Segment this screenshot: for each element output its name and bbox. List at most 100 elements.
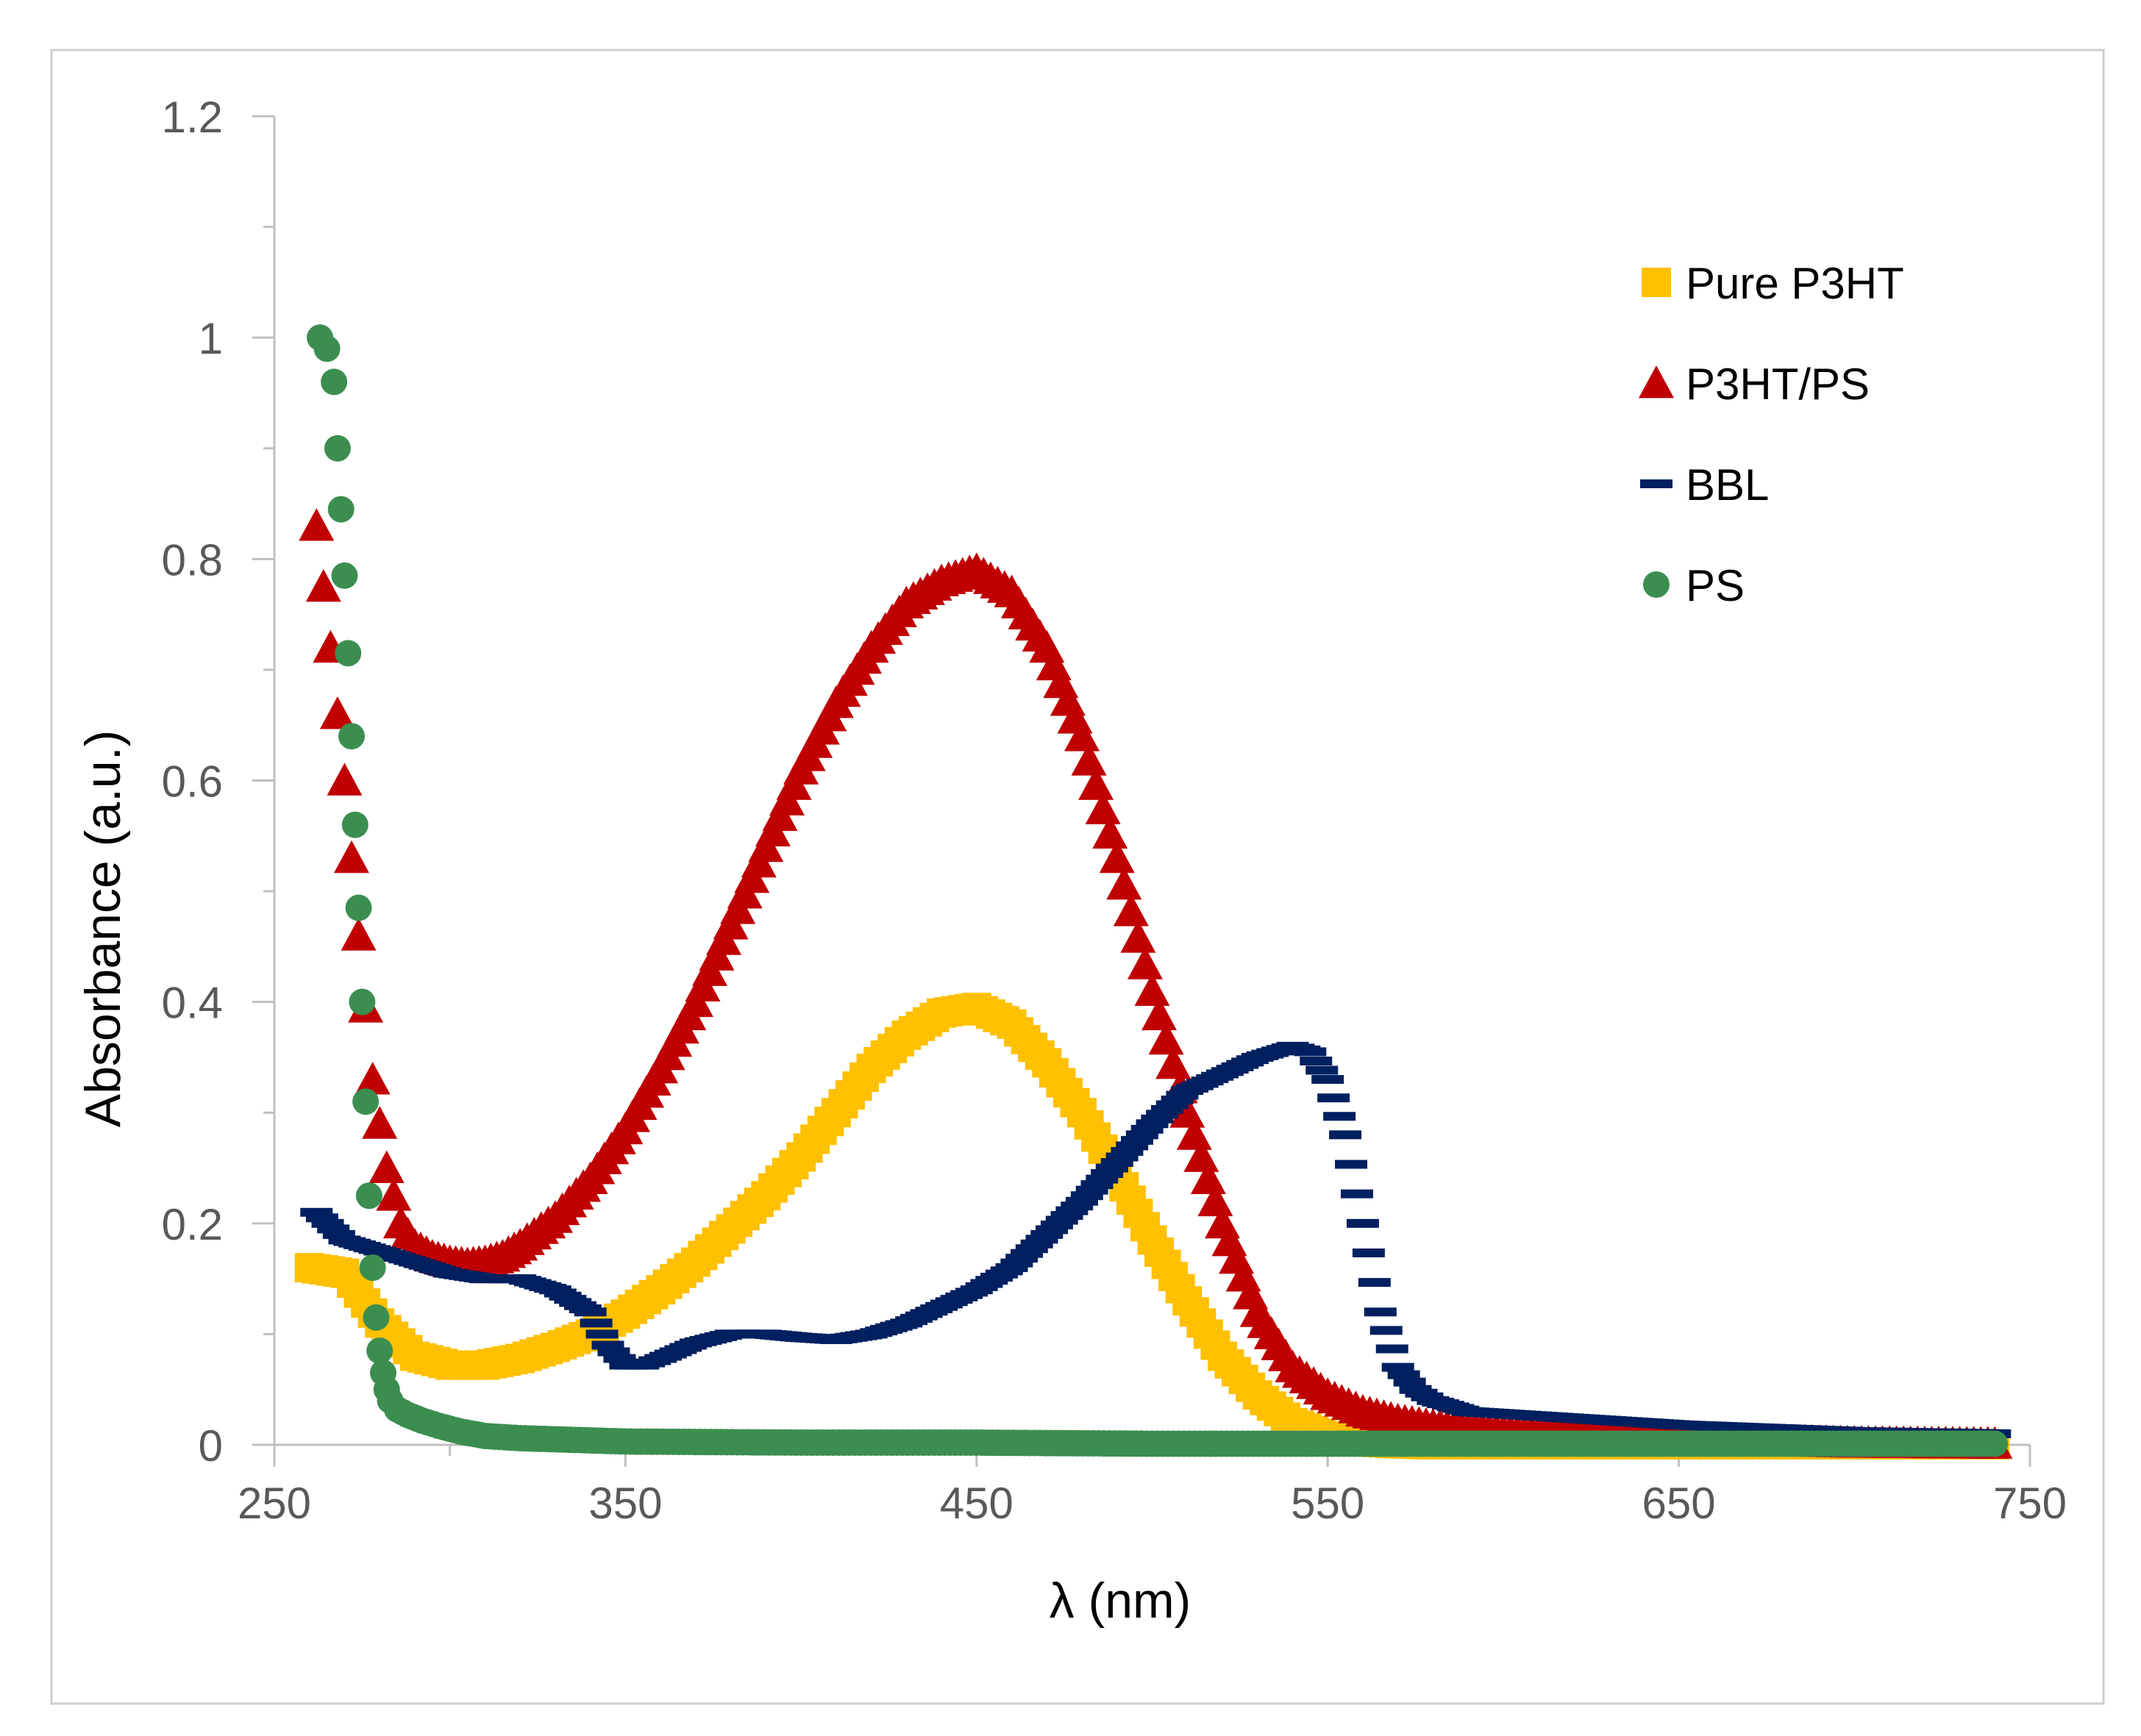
ps-point — [327, 496, 355, 523]
y-axis-label: Absorbance (a.u.) — [75, 730, 131, 1128]
p3ht-ps-point — [368, 1150, 405, 1183]
ps-point — [313, 335, 341, 362]
p3ht-ps-point — [1148, 1021, 1184, 1055]
x-tick-label: 750 — [1993, 1479, 2067, 1528]
p3ht-ps-point — [1120, 920, 1156, 953]
bbl-point — [1364, 1307, 1397, 1317]
bbl-point — [1329, 1130, 1362, 1140]
bbl-point — [580, 1318, 613, 1328]
bbl-point — [1393, 1377, 1426, 1387]
legend-item-p3ht-ps: P3HT/PS — [1639, 360, 1870, 409]
bbl-point — [1387, 1370, 1420, 1379]
legend-label-p3ht-ps: P3HT/PS — [1686, 360, 1870, 409]
ps-point — [366, 1337, 393, 1365]
p3ht-ps-point — [1113, 893, 1149, 926]
p3ht-ps-point — [362, 1106, 398, 1139]
p3ht-ps-point — [327, 762, 363, 796]
bbl-point — [1305, 1065, 1339, 1075]
p3ht-ps-point — [1127, 946, 1163, 979]
y-tick-label: 0.2 — [162, 1200, 223, 1249]
bbl-point — [597, 1347, 630, 1357]
ps-point — [345, 894, 372, 921]
bbl-point — [1346, 1218, 1379, 1228]
y-tick-label: 0.4 — [162, 979, 223, 1028]
legend-label-ps: PS — [1686, 561, 1745, 610]
y-tick-label: 1.2 — [162, 93, 223, 142]
bbl-point — [1340, 1189, 1373, 1199]
plot-series — [294, 324, 2013, 1460]
ps-point — [324, 435, 351, 462]
p3ht-ps-point — [1183, 1139, 1219, 1172]
x-tick-label: 450 — [940, 1479, 1013, 1528]
bbl-point — [1375, 1344, 1408, 1354]
ps-point — [341, 811, 368, 838]
x-tick-label: 250 — [238, 1479, 311, 1528]
p3ht-ps-point — [1197, 1183, 1233, 1217]
p3ht-ps-point — [1176, 1117, 1212, 1150]
bbl-point — [1352, 1248, 1385, 1257]
bbl-point — [1294, 1047, 1327, 1057]
x-tick-label: 350 — [588, 1479, 662, 1528]
ticks: 0 0.2 0.4 0.6 0.8 1 1.2 250 350 450 550 650 750 — [162, 93, 2067, 1528]
ps-point — [335, 640, 362, 667]
y-tick-label: 0 — [199, 1421, 223, 1471]
ps-point — [331, 562, 358, 589]
ps-point — [363, 1304, 390, 1331]
bbl-point — [1369, 1326, 1403, 1335]
bbl-point — [591, 1340, 624, 1350]
bbl-point — [1381, 1362, 1414, 1372]
x-tick-label: 650 — [1642, 1479, 1716, 1528]
p3ht-ps-point — [341, 918, 377, 951]
series-ps — [307, 324, 2009, 1457]
legend-marker-pure-p3ht — [1642, 268, 1671, 297]
ps-point — [355, 1182, 382, 1210]
bbl-point — [585, 1329, 619, 1339]
ps-point — [338, 723, 366, 750]
legend-marker-ps — [1643, 571, 1670, 598]
y-tick-label: 0.6 — [162, 757, 223, 807]
ps-point — [349, 988, 376, 1015]
ps-point — [1981, 1430, 2009, 1457]
legend-marker-bbl — [1640, 479, 1672, 488]
p3ht-ps-point — [1190, 1161, 1226, 1194]
p3ht-ps-point — [1071, 743, 1107, 776]
bbl-point — [1311, 1075, 1344, 1085]
y-tick-label: 1 — [199, 314, 223, 363]
bbl-point — [1323, 1112, 1356, 1121]
y-tick-label: 0.8 — [162, 535, 223, 585]
legend-item-bbl: BBL — [1640, 460, 1769, 510]
bbl-point — [1358, 1278, 1391, 1287]
bbl-point — [1335, 1160, 1368, 1169]
p3ht-ps-point — [1155, 1046, 1191, 1079]
legend: Pure P3HT P3HT/PS BBL PS — [1639, 259, 1904, 610]
p3ht-ps-point — [1099, 840, 1135, 874]
p3ht-ps-point — [1085, 791, 1121, 825]
p3ht-ps-point — [305, 568, 341, 602]
p3ht-ps-point — [334, 840, 370, 874]
ps-point — [352, 1088, 380, 1115]
legend-marker-p3ht-ps — [1639, 365, 1674, 399]
ps-point — [359, 1254, 386, 1282]
p3ht-ps-point — [1078, 767, 1114, 800]
p3ht-ps-point — [1141, 997, 1178, 1031]
bbl-point — [603, 1354, 636, 1363]
legend-label-bbl: BBL — [1686, 460, 1769, 510]
bbl-point — [574, 1307, 607, 1317]
p3ht-ps-point — [1064, 718, 1100, 751]
p3ht-ps-point — [1106, 867, 1142, 900]
p3ht-ps-point — [355, 1062, 391, 1095]
legend-item-pure-p3ht: Pure P3HT — [1642, 259, 1904, 308]
bbl-point — [1317, 1093, 1350, 1103]
bbl-point — [1300, 1056, 1333, 1065]
legend-item-ps: PS — [1643, 561, 1745, 610]
x-tick-label: 550 — [1291, 1479, 1364, 1528]
p3ht-ps-point — [1092, 815, 1128, 849]
x-axis-label: λ (nm) — [1050, 1573, 1191, 1629]
ps-point — [321, 368, 348, 396]
p3ht-ps-point — [1169, 1095, 1205, 1128]
p3ht-ps-point — [299, 508, 335, 541]
legend-label-pure-p3ht: Pure P3HT — [1686, 259, 1904, 308]
p3ht-ps-point — [319, 696, 355, 729]
p3ht-ps-point — [1134, 973, 1170, 1007]
